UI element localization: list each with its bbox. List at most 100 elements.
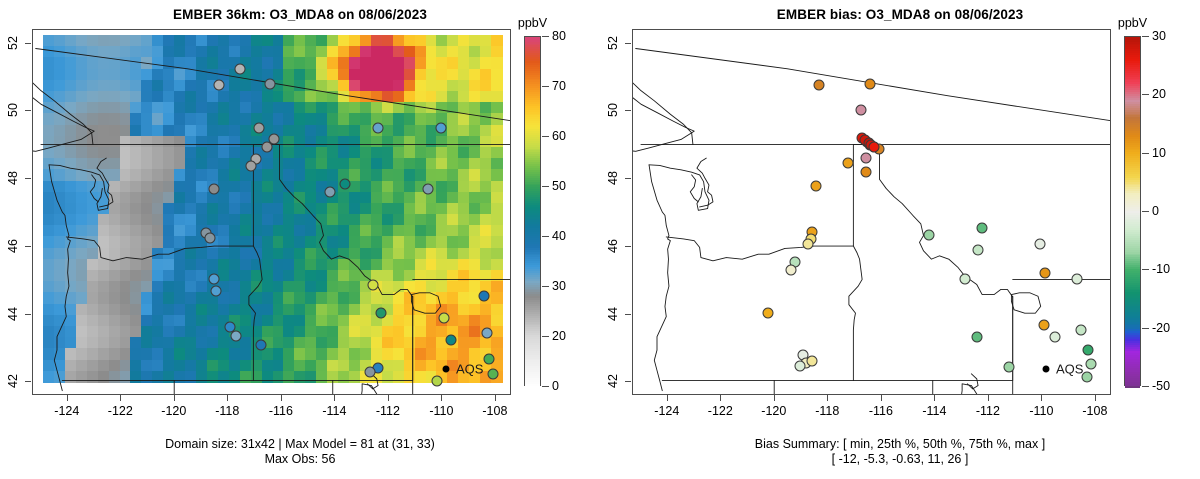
obs-marker [762, 307, 774, 319]
x-tick [1041, 395, 1043, 401]
x-tick [1094, 395, 1096, 401]
obs-marker [1081, 371, 1093, 383]
obs-marker [245, 160, 257, 172]
x-tick-label: -114 [922, 404, 947, 418]
colorbar-tick-label: 20 [1152, 87, 1166, 102]
y-tick [625, 381, 631, 383]
obs-marker [213, 79, 225, 91]
obs-marker [481, 327, 493, 339]
y-tick-label: 46 [6, 238, 20, 253]
colorbar-tick-label: -50 [1152, 379, 1171, 393]
obs-marker [261, 141, 273, 153]
caption-model-line1: Domain size: 31x42 | Max Model = 81 at (… [165, 437, 435, 451]
panel-model: EMBER 36km: O3_MDA8 on 08/06/2023 AQS -1… [6, 7, 566, 466]
colorbar-tick-label: -20 [1152, 320, 1171, 335]
x-tick-label: -116 [268, 404, 293, 418]
x-tick-label: -120 [161, 404, 187, 418]
obs-marker [923, 229, 935, 241]
obs-marker [264, 78, 276, 89]
colorbar-tick [542, 386, 549, 387]
obs-marker [794, 360, 806, 372]
aqs-legend-dot [442, 365, 450, 373]
y-tick-label: 44 [6, 306, 20, 321]
y-tick [625, 42, 631, 44]
obs-marker [483, 353, 495, 365]
x-tick [280, 395, 282, 401]
colorbar-tick [1142, 386, 1149, 387]
obs-marker [339, 178, 351, 190]
y-tick [625, 110, 631, 112]
y-tick-label: 48 [6, 171, 20, 186]
colorbar-tick [1142, 152, 1149, 154]
colorbar-tick-label: 10 [1152, 145, 1166, 160]
obs-marker [1082, 344, 1094, 356]
aqs-legend-dot [1042, 365, 1050, 373]
y-tick [25, 42, 31, 44]
colorbar-tick-label: 60 [552, 129, 566, 143]
colorbar-tick-label: 0 [552, 379, 559, 393]
panel-bias: EMBER bias: O3_MDA8 on 08/06/2023 AQS -1… [600, 0, 1200, 479]
obs-marker [445, 334, 456, 346]
x-tick [494, 395, 496, 401]
obs-marker [478, 290, 490, 302]
obs-marker [367, 279, 379, 291]
y-tick [25, 245, 31, 247]
colorbar-tick [1142, 327, 1149, 329]
obs-marker [255, 339, 266, 351]
panel-title-model: EMBER 36km: O3_MDA8 on 08/06/2023 [173, 7, 427, 22]
colorbar-tick [542, 36, 549, 37]
obs-marker [860, 152, 872, 164]
colorbar-tick-label: 0 [1152, 204, 1159, 218]
colorbar-tick-label: 40 [552, 229, 566, 243]
colorbar-tick [542, 286, 549, 287]
obs-marker [802, 238, 814, 249]
obs-marker [972, 244, 984, 256]
obs-marker [842, 157, 854, 169]
colorbar-tick [542, 136, 549, 137]
x-tick [773, 395, 775, 401]
x-tick [666, 395, 668, 401]
obs-marker [375, 307, 387, 319]
obs-marker [208, 183, 220, 195]
panel-title-bias: EMBER bias: O3_MDA8 on 08/06/2023 [776, 7, 1024, 22]
x-tick-label: -124 [654, 404, 680, 418]
x-tick-label: -112 [375, 404, 400, 418]
x-tick [987, 395, 989, 401]
caption-model-line2: Max Obs: 56 [264, 452, 336, 466]
x-tick-label: -108 [1082, 404, 1108, 418]
obs-marker [230, 330, 242, 342]
x-tick [334, 395, 336, 401]
aqs-legend-label: AQS [456, 361, 484, 377]
obs-marker [959, 273, 971, 285]
colorbar-tick [1142, 94, 1149, 96]
plot-area-model[interactable]: AQS [32, 29, 511, 395]
x-tick [387, 395, 389, 401]
x-tick [120, 395, 122, 401]
plot-area-bias[interactable]: AQS [632, 29, 1111, 395]
aqs-legend-label: AQS [1056, 361, 1084, 377]
y-tick [625, 313, 631, 315]
obs-marker [864, 78, 876, 89]
obs-marker [487, 368, 499, 380]
colorbar-tick-label: 30 [1152, 29, 1166, 43]
obs-marker [813, 79, 825, 91]
x-tick-label: -122 [107, 404, 133, 418]
obs-marker [324, 186, 336, 198]
y-tick [25, 313, 31, 315]
x-tick [441, 395, 443, 401]
obs-marker [1085, 358, 1097, 370]
obs-marker [435, 122, 447, 134]
colorbar-tick-label: 20 [552, 329, 566, 343]
y-tick-label: 48 [606, 171, 620, 186]
y-tick-label: 50 [606, 103, 620, 118]
obs-marker [253, 122, 265, 134]
x-tick-label: -122 [707, 404, 733, 418]
obs-marker [268, 133, 280, 145]
x-tick [227, 395, 229, 401]
obs-marker [1071, 273, 1083, 285]
colorbar-tick [1142, 269, 1149, 271]
x-tick [173, 395, 175, 401]
obs-marker [860, 166, 872, 178]
x-tick-label: -112 [975, 404, 1000, 418]
obs-marker [976, 222, 988, 234]
